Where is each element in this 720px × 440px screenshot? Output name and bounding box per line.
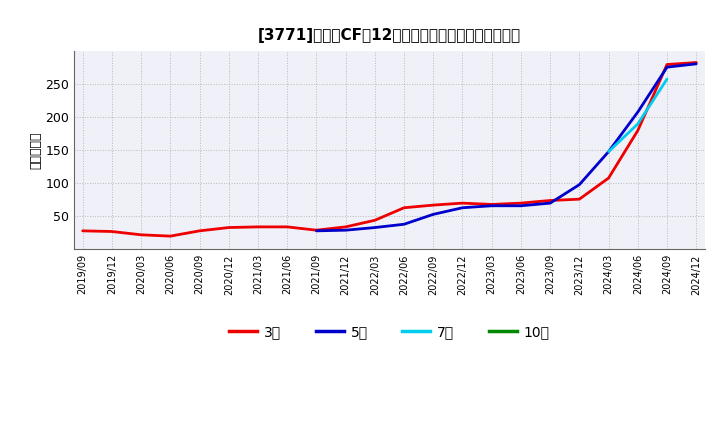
5年 <box>458 205 467 210</box>
3年 <box>371 218 379 223</box>
3年 <box>546 198 554 203</box>
5年 <box>517 203 526 209</box>
Line: 5年: 5年 <box>316 64 696 231</box>
3年 <box>78 228 87 234</box>
5年 <box>575 182 584 187</box>
7年 <box>634 121 642 127</box>
7年 <box>604 149 613 154</box>
3年 <box>487 202 496 207</box>
3年 <box>604 176 613 181</box>
3年 <box>692 60 701 65</box>
Legend: 3年, 5年, 7年, 10年: 3年, 5年, 7年, 10年 <box>224 319 555 345</box>
5年 <box>692 61 701 66</box>
3年 <box>312 227 320 233</box>
Y-axis label: （百万円）: （百万円） <box>30 132 42 169</box>
Line: 3年: 3年 <box>83 62 696 236</box>
3年 <box>517 201 526 206</box>
3年 <box>575 197 584 202</box>
5年 <box>400 222 408 227</box>
3年 <box>166 234 175 239</box>
3年 <box>225 225 233 230</box>
3年 <box>662 62 671 67</box>
3年 <box>400 205 408 210</box>
3年 <box>195 228 204 234</box>
3年 <box>137 232 145 238</box>
5年 <box>429 212 438 217</box>
Line: 7年: 7年 <box>608 79 667 152</box>
5年 <box>312 228 320 234</box>
5年 <box>604 149 613 154</box>
7年 <box>662 77 671 82</box>
3年 <box>341 224 350 230</box>
5年 <box>371 225 379 230</box>
3年 <box>634 128 642 133</box>
5年 <box>662 65 671 70</box>
5年 <box>634 110 642 115</box>
3年 <box>253 224 262 230</box>
5年 <box>546 201 554 206</box>
5年 <box>487 203 496 209</box>
Title: [3771]　投賄CFの12か月移動合計の標準偏差の推移: [3771] 投賄CFの12か月移動合計の標準偏差の推移 <box>258 28 521 43</box>
3年 <box>283 224 292 230</box>
3年 <box>107 229 116 234</box>
5年 <box>341 227 350 233</box>
3年 <box>429 202 438 208</box>
3年 <box>458 201 467 206</box>
